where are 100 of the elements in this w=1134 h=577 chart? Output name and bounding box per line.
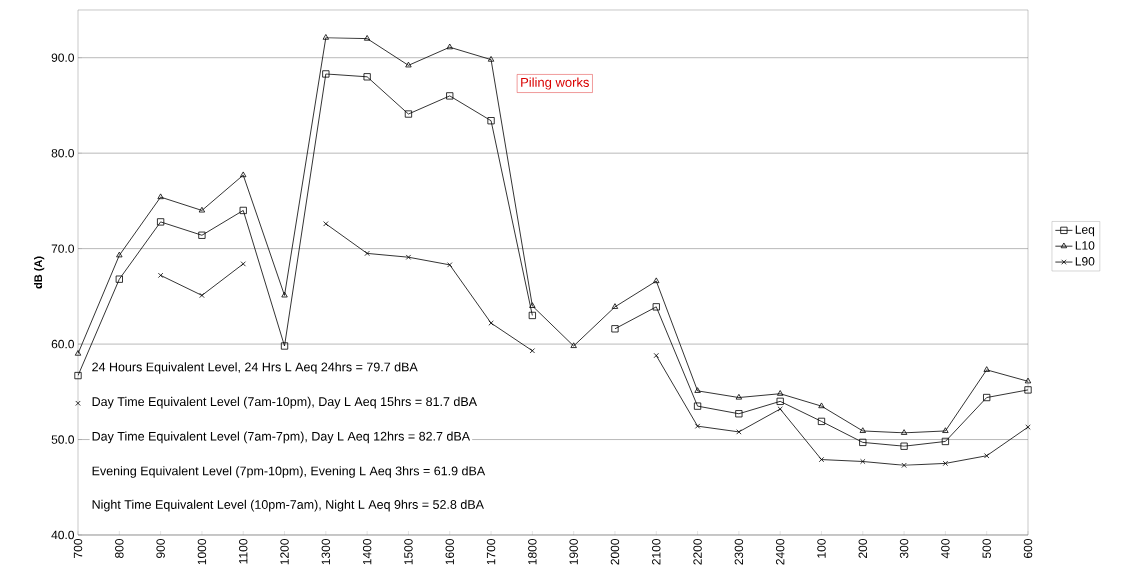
point [942,427,949,433]
point [363,73,371,81]
x-tick-label: 1400 [362,538,372,565]
point [1024,386,1032,394]
point [157,193,164,200]
point [280,342,289,350]
x-tick-label: 500 [982,538,991,559]
point [1024,377,1032,384]
x-tick-label: 800 [115,538,124,559]
point [983,393,991,402]
x-tick-label: 900 [156,538,165,558]
point [363,35,371,41]
point [405,61,412,68]
point [653,277,660,284]
point [322,70,330,78]
point [984,453,990,459]
point [488,320,494,326]
point [735,410,743,418]
y-tick-label: 80.0 [51,148,75,158]
point [611,325,619,333]
y-tick-label: 60.0 [51,339,75,349]
point [941,437,949,446]
x-tick-label: 700 [73,538,83,558]
x-tick-label: 1500 [404,538,413,565]
point [859,438,867,446]
y-tick-label: 50.0 [51,435,75,444]
point [487,56,495,62]
x-tick-label: 1100 [238,538,248,564]
point [942,460,949,467]
y-tick-label: 90.0 [51,53,75,62]
x-tick-label: 2000 [610,538,620,565]
point [1025,424,1031,430]
y-tick-label: 40.0 [51,530,75,540]
x-tick-label: 1800 [528,538,537,565]
point [983,366,990,372]
x-tick-label: 1200 [280,538,289,565]
annotation: Day Time Equivalent Level (7am-7pm), Day L Aeq 12hrs = 82.7 dBA [92,431,471,444]
legend-label: L10 [1075,241,1095,250]
point [859,427,866,433]
x-tick-label: 300 [899,538,909,559]
point [777,406,783,412]
point [323,221,329,227]
point [487,117,495,125]
point [115,275,123,283]
point [652,303,660,311]
point [281,291,288,298]
point [901,462,907,468]
point [900,429,908,435]
x-tick-label: 2200 [693,538,702,565]
x-tick-label: 1300 [321,538,331,565]
annotation: Evening Equivalent Level (7pm-10pm), Evening L Aeq 3hrs = 61.9 dBA [92,466,486,478]
point [157,272,164,279]
point [157,218,165,226]
x-tick-label: 2300 [734,538,744,565]
point [860,458,866,465]
point [777,390,784,396]
point [74,350,82,356]
point [446,43,453,50]
point [693,402,702,410]
x-tick-label: 1900 [569,538,578,565]
point [817,417,826,425]
y-axis-title: dB (A) [34,256,45,289]
point [364,250,370,257]
point [529,348,536,354]
point [116,251,123,258]
x-tick-label: 600 [1023,538,1033,558]
point [198,231,206,239]
x-tick-label: 200 [858,538,868,558]
point [404,110,413,118]
point [405,254,412,260]
point [694,423,701,429]
annotation: Day Time Equivalent Level (7am-10pm), Day L Aeq 15hrs = 81.7 dBA [92,396,478,409]
point [198,206,206,213]
point [199,292,205,299]
point [75,400,81,406]
point [818,456,825,463]
x-tick-label: 2100 [652,538,661,565]
annotation: Night Time Equivalent Level (10pm-7am), Night L Aeq 9hrs = 52.8 dBA [92,499,484,512]
point [611,303,619,309]
y-tick-label: 70.0 [51,244,75,253]
x-tick-label: 2400 [775,538,785,565]
legend-label: Leq [1075,225,1095,237]
point [694,387,701,393]
point [735,393,743,400]
x-tick-label: 100 [817,538,826,558]
point [322,34,330,40]
x-tick-label: 400 [941,538,950,559]
point [776,397,784,405]
point [239,206,247,215]
point [900,442,908,450]
point [240,261,246,267]
point [818,402,825,409]
point [74,371,82,380]
point [653,352,659,359]
annotation: Piling works [521,77,589,90]
x-tick-label: 1700 [486,538,496,565]
point [447,262,453,268]
point [528,311,536,320]
point [240,171,247,178]
point [446,92,454,100]
